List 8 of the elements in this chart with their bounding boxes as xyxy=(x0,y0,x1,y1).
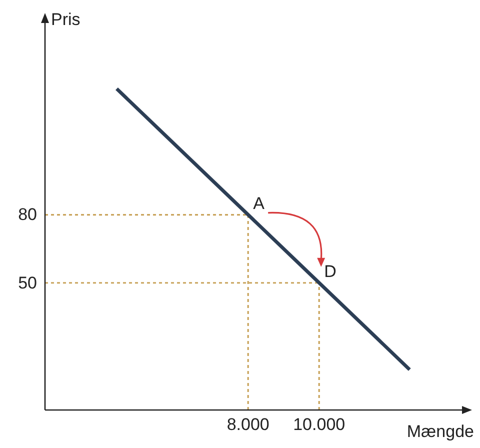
x-axis-title: Mængde xyxy=(406,422,474,441)
y-tick-label: 50 xyxy=(18,273,37,292)
annotation: A xyxy=(253,194,266,213)
y-axis-title: Pris xyxy=(51,10,80,29)
x-tick-label: 10.000 xyxy=(293,415,346,434)
x-tick-label: 8.000 xyxy=(226,415,270,434)
annotation: D xyxy=(324,262,336,281)
y-tick-label: 80 xyxy=(18,205,37,224)
